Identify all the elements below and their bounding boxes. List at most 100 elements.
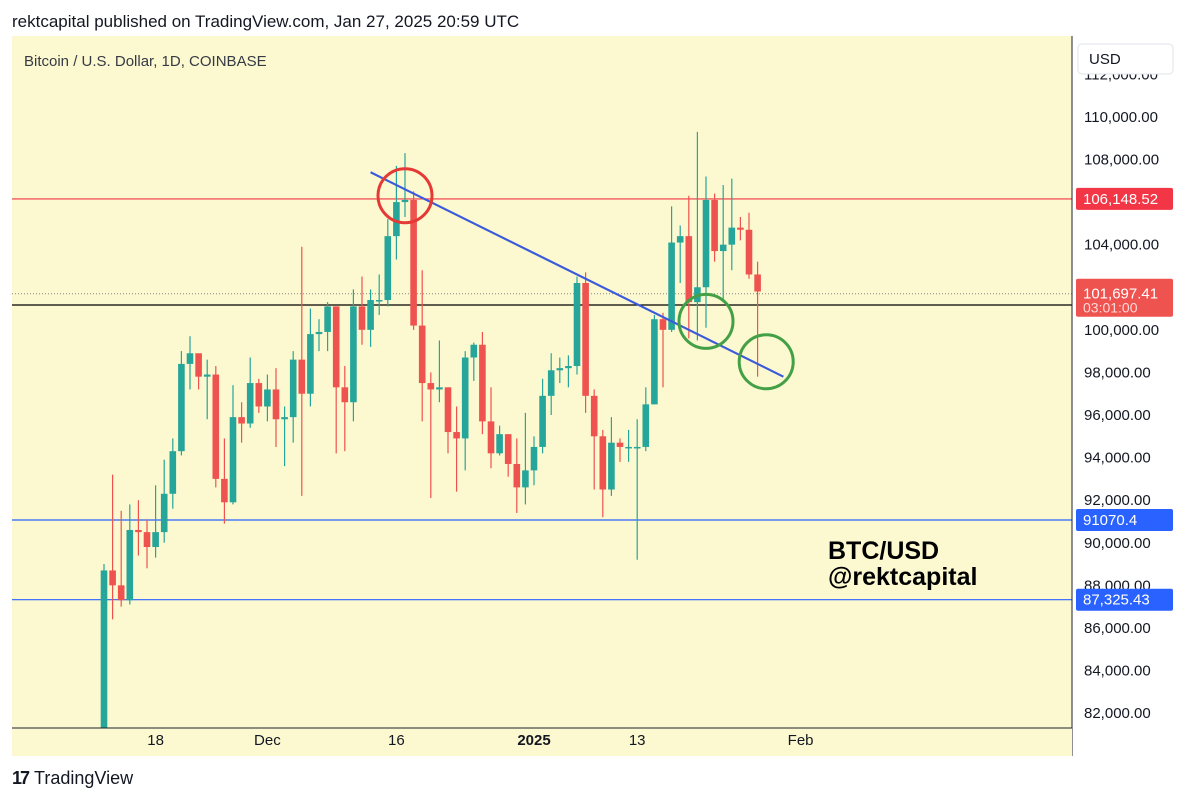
- candle-body-47: [504, 434, 512, 464]
- candle-body-11: [195, 353, 202, 377]
- candle-body-54: [565, 366, 572, 369]
- candle-body-48: [513, 463, 521, 488]
- price-tick-label: 98,000.00: [1084, 364, 1151, 381]
- candle-body-49: [522, 470, 529, 488]
- price-tick-label: 108,000.00: [1084, 151, 1159, 168]
- candle-body-53: [556, 368, 564, 371]
- candle-body-27: [332, 306, 340, 388]
- candle-body-55: [573, 282, 581, 367]
- candle-body-12: [203, 374, 211, 377]
- candle-body-7: [160, 493, 168, 533]
- candle-body-0: [100, 570, 108, 728]
- candle-body-25: [315, 331, 323, 335]
- chart-panel[interactable]: 82,000.00 84,000.00 86,000.00 88,000.00 90,0…: [12, 36, 1187, 756]
- descending-trendline: [370, 171, 784, 378]
- price-label-support-lower-bg: [1076, 588, 1173, 611]
- candle-body-35: [401, 199, 409, 203]
- candle-body-65: [659, 319, 667, 330]
- price-tick-label: 84,000.00: [1084, 663, 1151, 680]
- candle-body-3: [126, 529, 134, 601]
- price-label-support-upper: 91070.4: [1083, 512, 1137, 529]
- candle-body-60: [616, 442, 624, 447]
- candle-body-56: [582, 282, 589, 396]
- candle-body-50: [530, 446, 538, 471]
- symbol-title: Bitcoin / U.S. Dollar, 1D, COINBASE: [24, 53, 267, 70]
- candle-body-68: [685, 236, 693, 303]
- candle-body-4: [135, 529, 142, 533]
- candle-body-63: [642, 404, 650, 447]
- candle-body-2: [117, 585, 125, 601]
- price-axis-background: [1072, 36, 1187, 756]
- candle-body-75: [745, 229, 753, 275]
- candle-body-41: [453, 432, 460, 439]
- candle-body-34: [393, 202, 400, 237]
- candle-body-39: [436, 387, 443, 390]
- candle-body-59: [608, 442, 615, 490]
- candle-body-36: [410, 199, 417, 326]
- tradingview-logo-icon: 17: [12, 768, 30, 788]
- candle-body-15: [229, 417, 237, 503]
- candle-body-57: [590, 395, 598, 437]
- candle-body-33: [384, 236, 392, 301]
- candle-body-42: [461, 357, 469, 439]
- candle-body-14: [221, 478, 228, 503]
- circle-green-1: [677, 292, 735, 350]
- price-tick-label: 94,000.00: [1084, 450, 1151, 467]
- candle-body-38: [427, 383, 435, 390]
- candle-body-21: [281, 417, 288, 420]
- price-tick-label: 90,000.00: [1084, 535, 1151, 552]
- candle-body-31: [367, 300, 374, 330]
- candlestick-chart[interactable]: 82,000.0084,000.0086,000.0088,000.0090,0…: [12, 36, 1187, 756]
- time-tick-label: Dec: [254, 732, 281, 749]
- candle-body-32: [375, 300, 383, 302]
- time-tick-label: 13: [629, 732, 646, 749]
- candle-body-16: [238, 417, 245, 424]
- price-tick-label: 96,000.00: [1084, 407, 1151, 424]
- candle-body-13: [212, 374, 220, 479]
- current-price-badge: [1076, 278, 1173, 317]
- candle-body-58: [599, 436, 607, 490]
- watermark-line-2: @rektcapital: [828, 563, 977, 591]
- time-tick-label: 18: [147, 732, 164, 749]
- price-label-resistance-bg: [1076, 187, 1173, 210]
- price-label-support-upper-bg: [1076, 508, 1173, 531]
- candle-body-43: [470, 344, 478, 358]
- candle-body-26: [324, 306, 331, 332]
- price-tick-label: 86,000.00: [1084, 620, 1151, 637]
- currency-label[interactable]: USD: [1089, 51, 1121, 68]
- candle-body-6: [152, 532, 159, 548]
- overlays: [370, 167, 795, 391]
- candle-body-76: [754, 274, 761, 292]
- candle-body-44: [479, 344, 486, 422]
- candle-body-66: [668, 242, 675, 330]
- candle-body-67: [676, 236, 684, 243]
- candle-body-46: [496, 434, 503, 454]
- candle-body-70: [702, 199, 710, 288]
- price-label-support-lower: 87,325.43: [1083, 592, 1150, 609]
- currency-button[interactable]: USD: [1077, 43, 1174, 75]
- candle-body-22: [289, 359, 297, 418]
- candle-body-19: [264, 389, 271, 407]
- time-axis[interactable]: 18 Dec 16 2025 13 Feb: [12, 727, 1072, 756]
- candle-body-20: [272, 389, 280, 420]
- currency-button-bg[interactable]: [1077, 43, 1174, 75]
- candle-body-9: [178, 363, 185, 452]
- candle-body-72: [719, 244, 727, 252]
- candle-body-28: [341, 387, 349, 403]
- circle-green-2: [737, 333, 795, 391]
- candle-body-74: [737, 227, 744, 230]
- time-axis-background: [12, 728, 1072, 756]
- candles: [100, 131, 761, 728]
- horizontal-levels: [12, 198, 1072, 601]
- tradingview-footer[interactable]: 17 TradingView: [12, 768, 133, 789]
- candle-body-37: [418, 325, 426, 384]
- price-axis[interactable]: 82,000.0084,000.0086,000.0088,000.0090,0…: [1076, 66, 1173, 722]
- candle-body-1: [109, 570, 116, 586]
- published-header: rektcapital published on TradingView.com…: [12, 12, 520, 31]
- price-label-resistance: 106,148.52: [1083, 191, 1158, 208]
- price-tick-label: 100,000.00: [1084, 322, 1159, 339]
- candle-body-40: [444, 387, 452, 433]
- candle-body-5: [143, 532, 151, 548]
- time-tick-label: Feb: [788, 732, 814, 749]
- candle-body-62: [633, 446, 641, 449]
